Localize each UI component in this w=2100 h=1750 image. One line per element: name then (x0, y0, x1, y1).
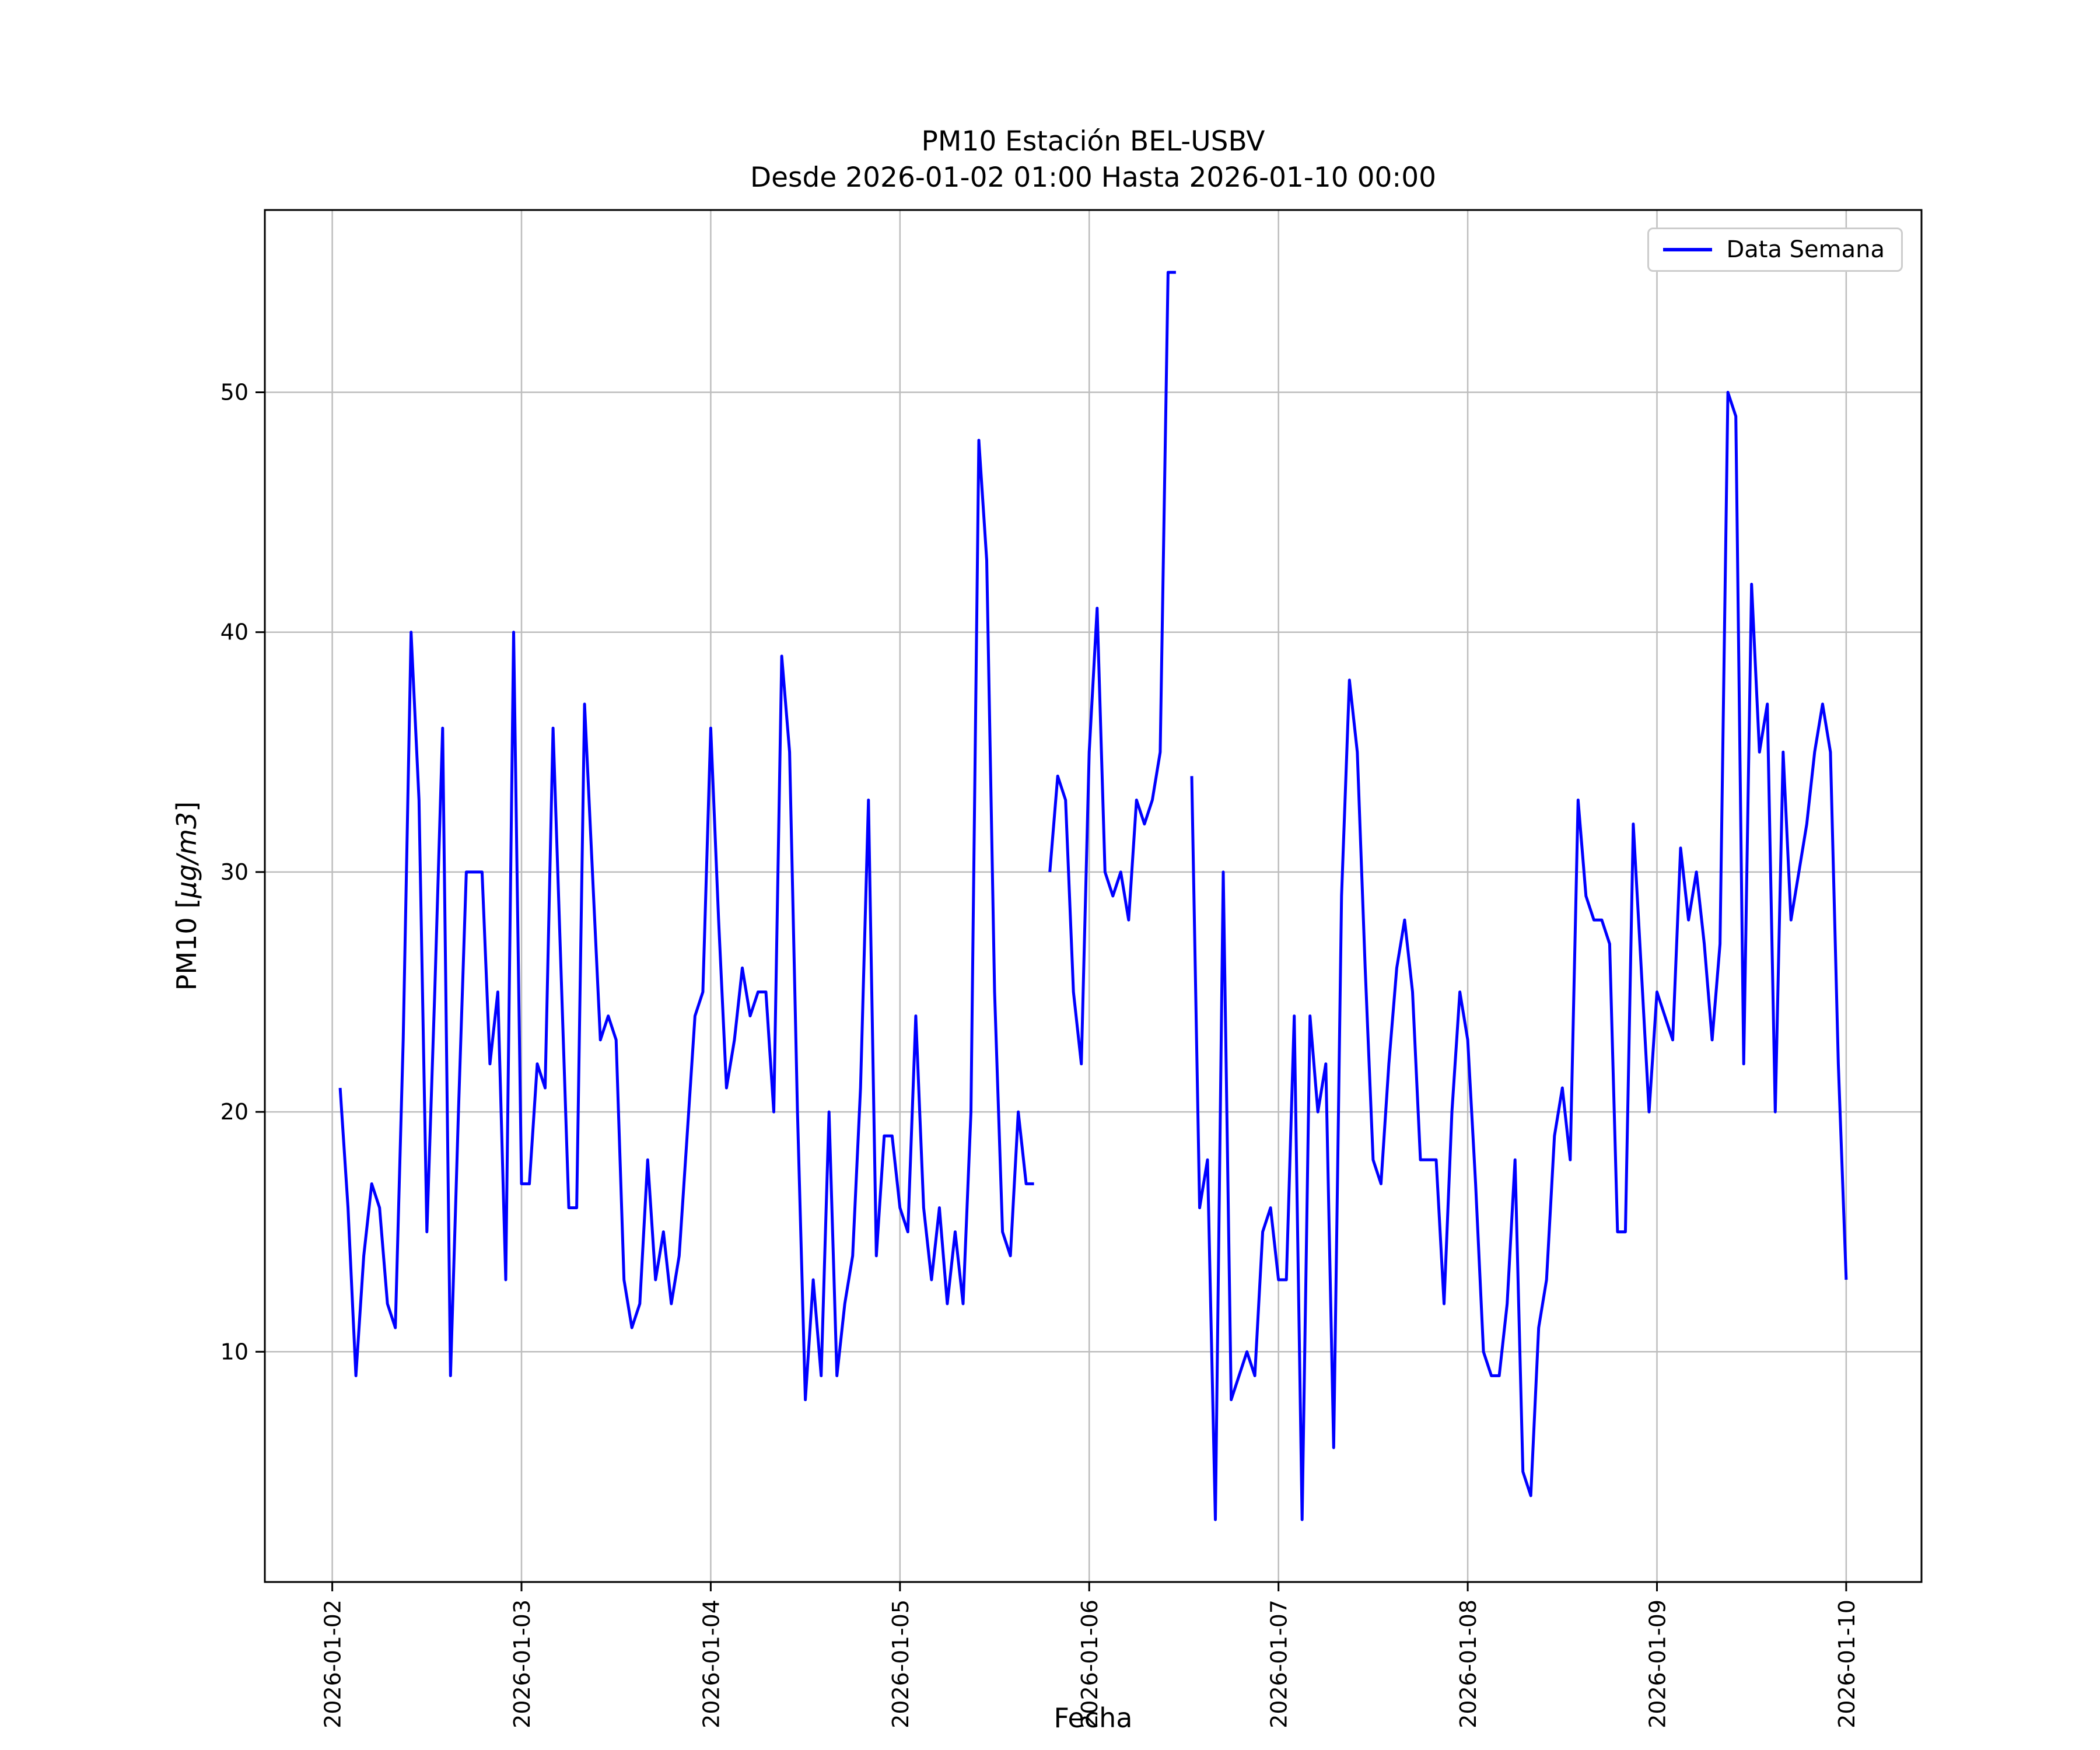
y-tick-label: 30 (220, 859, 249, 885)
title-block: PM10 Estación BEL-USBV Desde 2026-01-02 … (265, 124, 1922, 196)
x-tick-label: 2026-01-07 (1266, 1600, 1292, 1728)
legend-label: Data Semana (1726, 236, 1885, 263)
y-tick-label: 40 (220, 620, 249, 645)
x-tick-label: 2026-01-08 (1455, 1600, 1481, 1728)
x-tick-label: 2026-01-02 (320, 1600, 346, 1728)
legend: Data Semana (1647, 228, 1903, 272)
chart-subtitle: Desde 2026-01-02 01:00 Hasta 2026-01-10 … (750, 162, 1437, 194)
y-axis-label-math: μg/m3 (171, 811, 202, 898)
legend-line-sample (1663, 248, 1713, 251)
y-tick-label: 10 (220, 1339, 249, 1364)
x-tick-label: 2026-01-03 (509, 1600, 535, 1728)
x-tick-label: 2026-01-04 (698, 1600, 724, 1728)
x-axis-label: Fecha (1054, 1702, 1133, 1734)
x-tick-label: 2026-01-09 (1645, 1600, 1671, 1728)
chart-title: PM10 Estación BEL-USBV (921, 125, 1265, 158)
y-axis-label-suffix: ] (171, 801, 202, 812)
y-axis-label-prefix: PM10 [ (171, 898, 202, 991)
x-tick-label: 2026-01-05 (888, 1600, 914, 1728)
plot-border (264, 209, 1923, 1583)
y-tick-label: 20 (220, 1099, 249, 1125)
y-axis-label: PM10 [μg/m3] (171, 802, 202, 991)
data-line (338, 271, 1848, 1521)
x-tick-label: 2026-01-06 (1077, 1600, 1102, 1728)
x-tick-label: 2026-01-10 (1834, 1600, 1860, 1728)
y-tick-label: 50 (220, 380, 249, 405)
